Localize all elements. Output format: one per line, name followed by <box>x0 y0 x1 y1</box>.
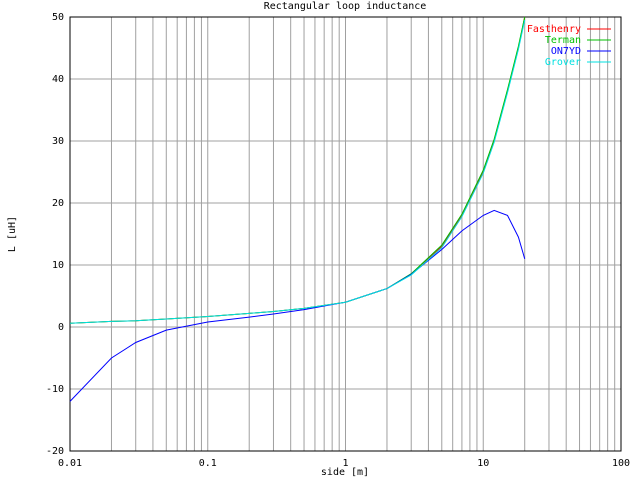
x-tick-label: 1 <box>342 458 348 469</box>
data-line <box>69 209 526 402</box>
legend-label: Fasthenry <box>527 24 581 35</box>
data-line <box>69 16 526 324</box>
x-tick-label: 0.01 <box>58 458 82 469</box>
x-axis-label: side [m] <box>321 467 369 478</box>
y-tick-label: 30 <box>52 136 64 147</box>
x-tick-label: 0.1 <box>199 458 217 469</box>
y-tick-label: -20 <box>46 446 64 457</box>
legend-label: ON7YD <box>551 46 581 57</box>
y-tick-label: 40 <box>52 74 64 85</box>
y-axis-label: L [uH] <box>7 216 18 252</box>
data-line <box>69 19 526 324</box>
plot-frame <box>69 16 622 452</box>
y-tick-label: 0 <box>58 322 64 333</box>
data-line <box>69 16 526 324</box>
y-tick-label: 50 <box>52 12 64 23</box>
legend-label: Terman <box>545 35 581 46</box>
y-tick-label: 20 <box>52 198 64 209</box>
chart-title: Rectangular loop inductance <box>264 1 427 12</box>
y-tick-label: 10 <box>52 260 64 271</box>
x-tick-label: 10 <box>477 458 489 469</box>
legend-label: Grover <box>545 57 581 68</box>
x-tick-label: 100 <box>612 458 630 469</box>
y-tick-label: -10 <box>46 384 64 395</box>
